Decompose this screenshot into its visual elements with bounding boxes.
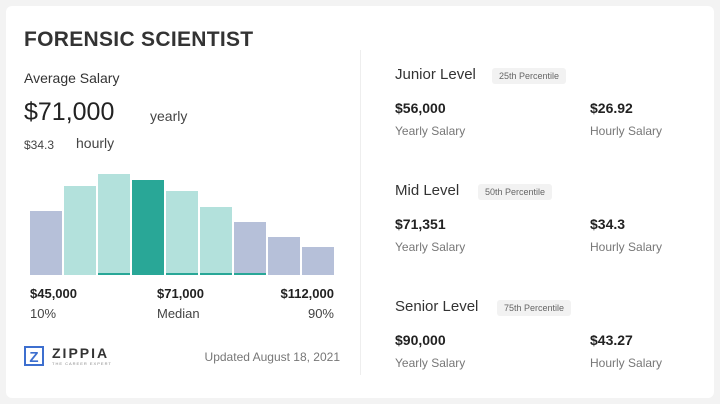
level-name: Senior Level <box>395 298 479 315</box>
histogram-bar <box>234 222 266 275</box>
percentile-badge: 50th Percentile <box>478 184 553 200</box>
level-hourly-label: Hourly Salary <box>590 124 663 138</box>
level-name: Mid Level <box>395 182 460 199</box>
histogram-bar <box>200 207 232 275</box>
histogram-bar <box>302 247 334 275</box>
level-name: Junior Level <box>395 66 476 83</box>
zippia-logo[interactable]: Z ZIPPIA THE CAREER EXPERT <box>24 345 112 366</box>
level-yearly-label: Yearly Salary <box>395 240 466 254</box>
percentile-badge: 75th Percentile <box>497 300 572 316</box>
high-salary: $112,000 <box>280 286 334 301</box>
level-hourly-label: Hourly Salary <box>590 356 663 370</box>
level-yearly-label: Yearly Salary <box>395 124 466 138</box>
low-percentile: 10% <box>30 306 57 321</box>
median-salary: $71,000 <box>157 286 204 301</box>
percentile-badge: 25th Percentile <box>492 68 567 84</box>
zippia-z-icon: Z <box>24 345 44 366</box>
histogram-bar <box>30 211 62 275</box>
logo-tagline: THE CAREER EXPERT <box>52 361 112 366</box>
median-caption: Median <box>157 306 200 321</box>
level-hourly-value: $26.92 <box>590 100 633 116</box>
salary-distribution-chart <box>24 160 334 275</box>
logo-name: ZIPPIA <box>52 345 110 361</box>
histogram-bar <box>98 174 130 275</box>
updated-date: Updated August 18, 2021 <box>204 350 340 364</box>
level-hourly-value: $34.3 <box>590 216 626 232</box>
histogram-bar <box>64 186 96 275</box>
level-yearly-value: $71,351 <box>395 216 446 232</box>
level-yearly-value: $90,000 <box>395 332 446 348</box>
high-percentile: 90% <box>307 306 334 321</box>
histogram-bar <box>268 237 300 275</box>
average-hourly-value: $34.3 <box>24 138 55 152</box>
divider <box>360 50 361 375</box>
yearly-label: yearly <box>150 108 188 124</box>
histogram-bar <box>132 180 164 275</box>
average-yearly-value: $71,000 <box>24 98 115 126</box>
histogram-bar <box>166 191 198 275</box>
level-hourly-label: Hourly Salary <box>590 240 663 254</box>
level-hourly-value: $43.27 <box>590 332 633 348</box>
low-salary: $45,000 <box>30 286 77 301</box>
job-title: FORENSIC SCIENTIST <box>24 28 254 51</box>
level-yearly-label: Yearly Salary <box>395 356 466 370</box>
average-salary-label: Average Salary <box>24 70 120 86</box>
hourly-label: hourly <box>76 135 115 151</box>
level-yearly-value: $56,000 <box>395 100 446 116</box>
